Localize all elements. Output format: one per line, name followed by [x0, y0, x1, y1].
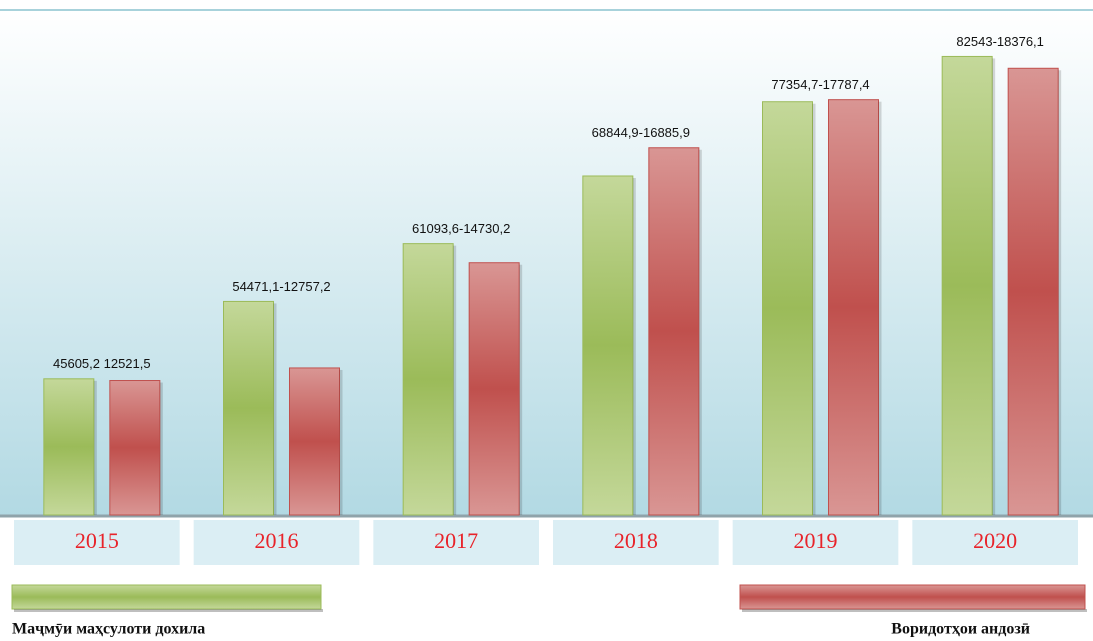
legend-swatch: [11, 584, 322, 610]
data-label: 82543-18376,1: [956, 34, 1043, 49]
year-box: [732, 520, 899, 565]
bar: [828, 99, 879, 516]
bar-shadow: [698, 149, 702, 515]
bar: [762, 101, 813, 516]
x-tick-label: 2018: [614, 528, 658, 553]
plot-background: [0, 10, 1093, 517]
x-tick-label: 2017: [434, 528, 478, 553]
bar: [289, 367, 340, 516]
bar-shadow: [273, 303, 277, 515]
bar-shadow: [519, 264, 523, 515]
legend-label: Воридотҳои андозӣ: [891, 621, 1030, 638]
bar: [941, 55, 993, 516]
legend-swatch: [739, 584, 1086, 610]
x-tick-label: 2020: [973, 528, 1017, 553]
data-label: 68844,9-16885,9: [592, 125, 690, 140]
bar-shadow: [453, 245, 457, 515]
bar: [223, 300, 274, 516]
x-tick-label: 2016: [255, 528, 299, 553]
year-box: [193, 520, 360, 565]
year-box: [373, 520, 539, 565]
bar: [1007, 67, 1059, 516]
legend-swatch-shadow: [742, 609, 1087, 612]
bar-shadow: [632, 177, 636, 515]
bar-shadow: [159, 382, 163, 515]
year-box: [14, 520, 180, 565]
legend-swatch-shadow: [14, 609, 323, 612]
bar: [582, 175, 634, 516]
x-tick-label: 2015: [75, 528, 119, 553]
year-box: [912, 520, 1078, 565]
bar-shadow: [93, 380, 97, 515]
bar: [648, 147, 700, 516]
year-box: [553, 520, 719, 565]
data-label: 61093,6-14730,2: [412, 221, 510, 236]
bar-shadow: [812, 103, 816, 515]
data-label: 45605,2 12521,5: [53, 356, 151, 371]
data-label: 77354,7-17787,4: [771, 77, 869, 92]
bar: [468, 262, 520, 516]
bar: [109, 380, 161, 516]
legend-label: Маҷмӯи маҳсулоти дохила: [12, 621, 205, 638]
bar-shadow: [339, 369, 343, 515]
x-tick-label: 2019: [794, 528, 838, 553]
bar: [43, 378, 95, 516]
bar-shadow: [992, 58, 996, 516]
bar: [402, 243, 454, 516]
data-label: 54471,1-12757,2: [232, 279, 330, 294]
bar-shadow: [1058, 70, 1062, 516]
bar-shadow: [878, 101, 882, 515]
